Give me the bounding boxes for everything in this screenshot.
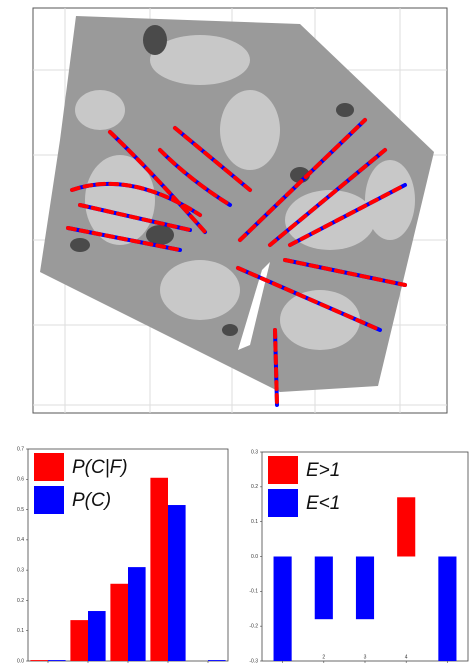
legend-swatch bbox=[34, 453, 64, 481]
bar-chart: -0.3-0.2-0.10.00.10.20.312345E>1E<1 bbox=[249, 449, 468, 664]
y-tick-label: 0.1 bbox=[251, 519, 258, 525]
y-tick-label: 0.2 bbox=[251, 484, 258, 490]
bar bbox=[356, 557, 374, 620]
y-tick-label: -0.1 bbox=[249, 589, 258, 595]
bar bbox=[128, 567, 146, 661]
y-tick-label: 0.3 bbox=[17, 567, 24, 573]
bar bbox=[397, 497, 415, 556]
y-tick-label: 0.0 bbox=[251, 554, 258, 560]
y-tick-label: -0.2 bbox=[249, 623, 258, 629]
bar bbox=[30, 660, 48, 661]
y-tick-label: 0.5 bbox=[17, 507, 24, 513]
legend-label: P(C|F) bbox=[72, 457, 128, 478]
y-tick-label: 0.6 bbox=[17, 477, 24, 483]
bar bbox=[88, 611, 106, 661]
bar bbox=[48, 660, 66, 661]
x-tick-label: 3 bbox=[364, 654, 367, 660]
bar-chart: 0.0 0.1 0.2 0.3 0.4 0.5 0.6 0.7 P(C|F) P(C) bbox=[17, 446, 228, 664]
figure: 0.0 0.1 0.2 0.3 0.4 0.5 0.6 0.7 P(C|F) P(C) -0.3 -0… bbox=[0, 0, 470, 664]
bar bbox=[150, 478, 168, 661]
y-tick-label: 0.1 bbox=[17, 628, 24, 634]
y-tick-label: 0.2 bbox=[17, 598, 24, 604]
legend-label: P(C) bbox=[72, 490, 111, 511]
map-panel bbox=[33, 8, 447, 413]
y-tick-label: 0.7 bbox=[17, 446, 24, 452]
bar bbox=[315, 557, 333, 620]
legend-swatch bbox=[34, 486, 64, 514]
y-tick-label: -0.3 bbox=[249, 658, 258, 664]
y-tick-label: 0.0 bbox=[17, 658, 24, 664]
x-tick-label: 4 bbox=[405, 654, 408, 660]
bar bbox=[168, 505, 186, 661]
bar bbox=[208, 660, 226, 661]
x-tick-label: 2 bbox=[322, 654, 325, 660]
y-tick-label: 0.4 bbox=[17, 537, 24, 543]
bar bbox=[70, 620, 88, 661]
bar bbox=[110, 584, 128, 661]
bar bbox=[274, 557, 292, 662]
legend-label: E<1 bbox=[306, 493, 340, 514]
bar bbox=[438, 557, 456, 662]
legend-label: E>1 bbox=[306, 460, 340, 481]
bar-charts: 0.0 0.1 0.2 0.3 0.4 0.5 0.6 0.7 P(C|F) P(C) -0.3 -0… bbox=[17, 446, 468, 664]
legend-swatch bbox=[268, 456, 298, 484]
y-tick-label: 0.3 bbox=[251, 449, 258, 455]
legend-swatch bbox=[268, 489, 298, 517]
